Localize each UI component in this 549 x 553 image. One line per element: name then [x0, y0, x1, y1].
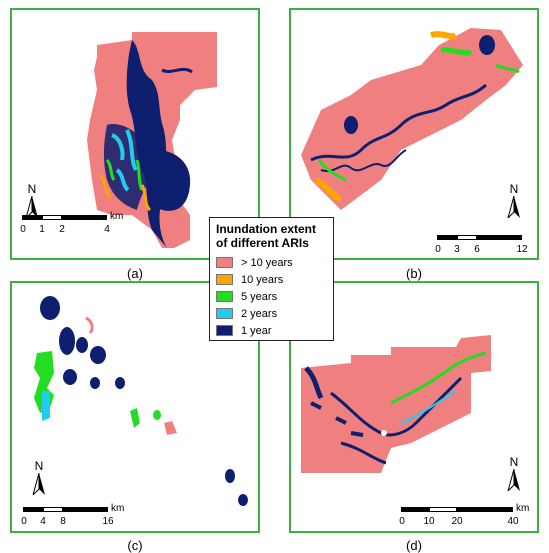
north-letter: N	[34, 459, 44, 473]
panel-label-c: (c)	[127, 538, 143, 553]
map-legend: Inundation extent of different ARIs > 10…	[209, 217, 334, 341]
north-arrow-b: N	[506, 182, 522, 221]
legend-label: > 10 years	[241, 256, 293, 269]
inundation-map-b	[301, 28, 523, 210]
legend-swatch	[216, 257, 233, 268]
legend-label: 5 years	[241, 290, 278, 303]
scale-bar-d: 0 10 20 40 km	[399, 503, 531, 531]
scale-tick: 8	[60, 516, 66, 527]
scale-tick: 1	[39, 224, 45, 235]
scale-tick: 0	[435, 244, 441, 255]
scale-tick: 10	[423, 516, 435, 527]
inundation-map-c	[34, 296, 248, 506]
north-arrow-icon	[507, 468, 520, 493]
scale-tick: 2	[59, 224, 65, 235]
legend-item: > 10 years	[216, 254, 327, 271]
scale-tick: 0	[21, 516, 27, 527]
north-arrow-c: N	[31, 459, 47, 498]
scale-tick: 20	[451, 516, 463, 527]
north-letter: N	[509, 455, 519, 469]
legend-swatch	[216, 291, 233, 302]
north-letter: N	[27, 182, 37, 196]
scale-bar-a: 0 1 2 4 km	[20, 211, 132, 245]
panel-label-b: (b)	[406, 266, 422, 281]
scale-tick: 40	[507, 516, 519, 527]
scale-bar-c: 0 4 8 16 km	[21, 503, 133, 531]
legend-item: 10 years	[216, 271, 327, 288]
legend-swatch	[216, 274, 233, 285]
north-arrow-icon	[507, 195, 520, 220]
legend-label: 10 years	[241, 273, 284, 286]
legend-label: 2 years	[241, 307, 278, 320]
map-panel-d: N 0 10 20 40 km	[289, 281, 539, 533]
scale-bar-b: 0 3 6 12	[435, 235, 537, 258]
panel-label-a: (a)	[127, 266, 143, 281]
scale-unit: km	[516, 503, 530, 514]
scale-tick: 16	[102, 516, 114, 527]
north-arrow-d: N	[506, 455, 522, 494]
inundation-map-d	[301, 335, 491, 473]
legend-swatch	[216, 308, 233, 319]
scale-tick: 4	[104, 224, 110, 235]
map-panel-a: N 0 1 2 4 km	[10, 8, 260, 260]
scale-tick: 12	[516, 244, 528, 255]
legend-item: 1 year	[216, 322, 327, 339]
legend-label: 1 year	[241, 324, 272, 337]
panel-label-d: (d)	[406, 538, 422, 553]
scale-tick: 0	[399, 516, 405, 527]
scale-tick: 6	[474, 244, 480, 255]
inundation-map-a	[87, 32, 217, 248]
scale-unit: km	[110, 211, 124, 222]
north-arrow-icon	[32, 472, 45, 497]
map-panel-b: N 0 3 6 12	[289, 8, 539, 260]
legend-title: Inundation extent of different ARIs	[216, 222, 316, 250]
legend-item: 5 years	[216, 288, 327, 305]
scale-unit: km	[111, 503, 125, 514]
north-letter: N	[509, 182, 519, 196]
legend-swatch	[216, 325, 233, 336]
scale-tick: 3	[454, 244, 460, 255]
legend-item: 2 years	[216, 305, 327, 322]
scale-tick: 0	[20, 224, 26, 235]
scale-tick: 4	[40, 516, 46, 527]
